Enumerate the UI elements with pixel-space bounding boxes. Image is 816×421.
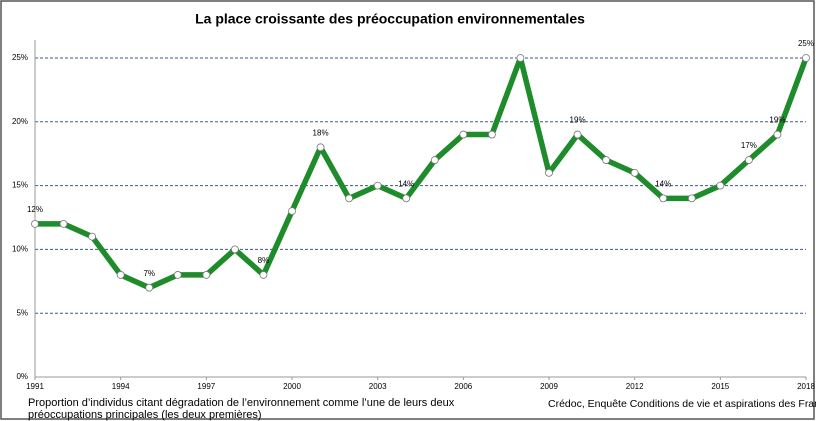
- x-tick-label: 2018: [797, 382, 815, 391]
- data-label: 12%: [27, 205, 43, 214]
- chart-title: La place croissante des préoccupation en…: [195, 11, 585, 27]
- point: [802, 54, 810, 62]
- point: [659, 194, 668, 203]
- point: [487, 130, 496, 139]
- data-label: 19%: [769, 116, 785, 125]
- line: [35, 55, 809, 291]
- data-label: 14%: [655, 179, 671, 188]
- point: [716, 181, 725, 190]
- point: [173, 271, 182, 279]
- source: Crédoc, Enquête Conditions de vie et asp…: [548, 398, 816, 410]
- point: [687, 194, 696, 203]
- data-label: 14%: [398, 179, 414, 188]
- point: [145, 283, 154, 292]
- point: [430, 156, 439, 164]
- data-label: 8%: [258, 256, 270, 265]
- x-tick-label: 2000: [283, 382, 301, 391]
- point: [630, 168, 639, 177]
- point: [773, 130, 782, 139]
- data-label: 25%: [798, 39, 814, 48]
- data-label: 17%: [741, 141, 757, 150]
- point: [402, 194, 411, 203]
- point: [373, 181, 382, 190]
- y-tick-label: 20%: [12, 117, 28, 126]
- x-tick-label: 2012: [626, 382, 644, 391]
- point: [316, 143, 325, 152]
- point: [59, 219, 68, 228]
- x-tick-label: 2003: [369, 382, 387, 391]
- point: [202, 271, 211, 279]
- x-tick-label: 2015: [711, 382, 729, 391]
- point: [116, 271, 125, 279]
- point: [88, 232, 97, 241]
- x-tick-label: 2006: [454, 382, 472, 391]
- point: [602, 156, 611, 164]
- point: [459, 130, 468, 139]
- point: [230, 245, 239, 254]
- data-label: 7%: [143, 269, 155, 278]
- y-tick-label: 10%: [12, 245, 28, 254]
- data-label: 18%: [313, 128, 329, 137]
- caption: préoccupations principales (les deux pre…: [28, 409, 262, 421]
- point: [516, 54, 525, 62]
- point: [573, 130, 582, 139]
- point: [345, 194, 354, 203]
- point: [288, 207, 296, 216]
- x-tick-label: 2009: [540, 382, 558, 391]
- x-tick-label: 1997: [197, 382, 215, 391]
- y-tick-label: 25%: [12, 53, 28, 62]
- x-tick-label: 1994: [112, 382, 130, 391]
- y-tick-label: 0%: [16, 372, 28, 381]
- point: [545, 168, 553, 177]
- point: [744, 156, 753, 164]
- x-tick-label: 1991: [26, 382, 44, 391]
- point: [31, 219, 39, 228]
- data-label: 19%: [570, 116, 586, 125]
- y-tick-label: 5%: [16, 308, 28, 317]
- y-tick-label: 15%: [12, 181, 28, 190]
- caption: Proportion d’individus citant dégradatio…: [28, 397, 455, 409]
- point: [259, 271, 268, 279]
